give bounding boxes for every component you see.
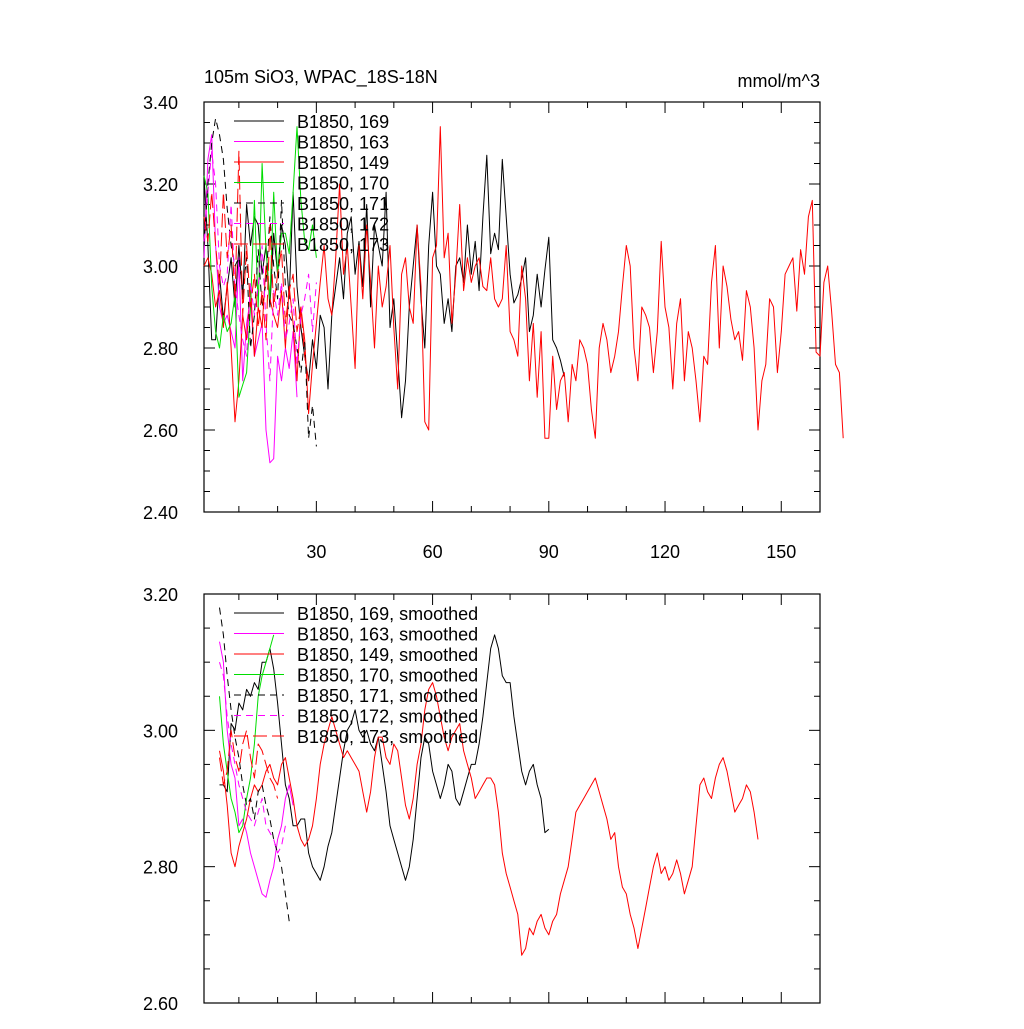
y-tick-label: 2.80 [143,339,178,359]
legend-label: B1850, 163, smoothed [297,625,478,645]
series-line-2 [219,641,294,898]
y-tick-label: 2.80 [143,858,178,878]
legend-label: B1850, 149 [297,153,389,173]
chart-panel-1: 30 60 90 120 150 2.40 2.60 2.80 3.00 3.20 3.40 B185… [143,93,844,562]
series-line-3 [219,682,759,956]
legend-label: B1850, 173 [297,235,389,255]
legend-label: B1850, 163 [297,133,389,153]
y-tick-label: 2.60 [143,994,178,1014]
series-line-4 [203,126,317,398]
y-tick-label: 3.20 [143,175,178,195]
legend-label: B1850, 172, smoothed [297,707,478,727]
legend-label: B1850, 169, smoothed [297,604,478,624]
y-tick-label: 2.40 [143,503,178,523]
legend-label: B1850, 169 [297,112,389,132]
series-line-1 [203,154,565,419]
series-line-3 [203,126,844,439]
series-line-7 [203,150,310,381]
series-line-4 [219,634,275,834]
x-tick-label: 90 [539,542,559,562]
legend-label: B1850, 149, smoothed [297,645,478,665]
legend-label: B1850, 173, smoothed [297,727,478,747]
y-tick-label: 3.40 [143,93,178,113]
y-tick-label: 3.00 [143,257,178,277]
series-line-6 [219,662,286,854]
y-tick-label: 2.60 [143,421,178,441]
series-line-5 [203,117,317,447]
x-tick-label: 30 [306,542,326,562]
legend-label: B1850, 171 [297,194,389,214]
legend-label: B1850, 172 [297,215,389,235]
legend-label: B1850, 171, smoothed [297,686,478,706]
units-label: mmol/m^3 [738,71,820,91]
series-line-6 [203,150,317,382]
series-line-5 [219,607,290,922]
series-line-7 [219,729,279,799]
legend-label: B1850, 170 [297,174,389,194]
legend-label: B1850, 170, smoothed [297,666,478,686]
y-tick-label: 3.20 [143,585,178,605]
chart-title: 105m SiO3, WPAC_18S-18N [204,67,438,88]
x-tick-label: 120 [650,542,680,562]
x-tick-label: 60 [423,542,443,562]
x-tick-label: 150 [766,542,796,562]
y-tick-label: 3.00 [143,721,178,741]
